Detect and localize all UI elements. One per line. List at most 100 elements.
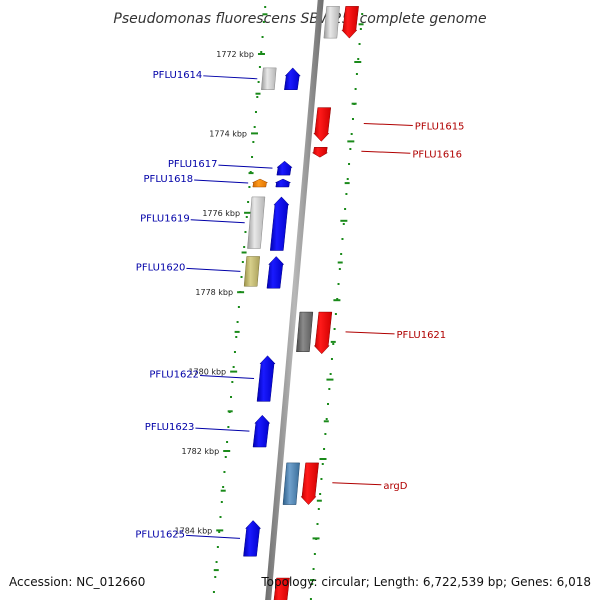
track-dot (258, 66, 261, 68)
track-dot (354, 88, 357, 90)
track-dot (342, 223, 345, 225)
track-dot (332, 343, 335, 345)
track-dot (338, 268, 341, 270)
gene-label[interactable]: PFLU1619 (140, 214, 190, 225)
track-dot (244, 231, 247, 233)
topology-text: Topology: circular; Length: 6,722,539 bp… (260, 575, 591, 589)
track-dot (215, 561, 218, 563)
gene-arrow[interactable] (341, 6, 359, 39)
track-dot (341, 238, 344, 240)
track-dot (243, 246, 246, 248)
label-leader (361, 150, 411, 154)
gene-labels: PFLU1614 PFLU1615 PFLU1616 PFLU1617 PFLU1618… (135, 70, 464, 541)
track-dot (247, 201, 250, 203)
gene-arrow[interactable] (323, 6, 340, 39)
track-dot (214, 576, 217, 578)
gene-label[interactable]: PFLU1625 (135, 529, 185, 540)
track-dot (340, 253, 343, 255)
track-dot (252, 141, 255, 143)
gene-arrow[interactable] (284, 67, 301, 90)
track-dot (316, 523, 319, 525)
track-dot (236, 321, 239, 323)
gene-label[interactable]: PFLU1623 (145, 422, 195, 433)
track-dot (345, 193, 348, 195)
track-dot (248, 186, 251, 188)
track-dot (231, 381, 234, 383)
gene-arrow[interactable] (252, 414, 271, 448)
track-dot (230, 396, 233, 398)
gene-arrow[interactable] (252, 178, 268, 188)
track-dot (358, 43, 361, 45)
label-leader (186, 534, 241, 539)
scale-label: 1780 kbp (188, 368, 226, 377)
track-dot (337, 283, 340, 285)
track-dot (224, 456, 227, 458)
gene-label[interactable]: argD (383, 481, 407, 492)
gene-arrow[interactable] (247, 196, 266, 249)
gene-label[interactable]: PFLU1621 (397, 330, 447, 341)
gene-arrow[interactable] (296, 311, 314, 352)
gene-label[interactable]: PFLU1616 (412, 149, 462, 160)
track-dot (219, 516, 222, 518)
right-track-guide (309, 13, 364, 600)
track-dot (346, 178, 349, 180)
gene-arrow[interactable] (269, 196, 290, 251)
gene-arrow[interactable] (275, 178, 291, 188)
gene-arrow[interactable] (311, 147, 329, 158)
gene-arrow[interactable] (261, 67, 277, 90)
track-dot (361, 13, 364, 15)
scale-label: 1784 kbp (175, 526, 213, 535)
gene-arrow[interactable] (282, 462, 300, 505)
gene-arrow[interactable] (256, 355, 276, 402)
gene-label[interactable]: PFLU1615 (415, 121, 465, 132)
track-dot (319, 493, 322, 495)
map-title: Pseudomonas fluorescens SBW25, complete … (113, 11, 486, 27)
label-leader (194, 179, 249, 184)
gene-label[interactable]: PFLU1622 (149, 370, 199, 381)
gene-label[interactable]: PFLU1620 (136, 262, 186, 273)
label-leader (218, 164, 273, 169)
gene-arrow[interactable] (243, 256, 261, 287)
track-dot (334, 313, 337, 315)
track-dot (351, 118, 354, 120)
label-leader (363, 122, 413, 126)
track-dot (254, 111, 257, 113)
gene-label[interactable]: PFLU1618 (144, 174, 194, 185)
track-dot (253, 126, 256, 128)
gene-label[interactable]: PFLU1617 (168, 159, 218, 170)
track-dot (357, 58, 360, 60)
gene-arrow[interactable] (276, 160, 293, 176)
scale-label: 1774 kbp (209, 129, 247, 138)
gene-label[interactable]: PFLU1614 (153, 70, 203, 81)
track-dot (312, 568, 315, 570)
track-dot (323, 448, 326, 450)
label-leader (332, 482, 382, 486)
track-dot (235, 336, 238, 338)
track-dot (348, 163, 351, 165)
track-dot (251, 156, 254, 158)
track-dot (212, 591, 215, 593)
genome-backbone (265, 0, 324, 600)
scale-label: 1778 kbp (195, 288, 233, 297)
label-leader (203, 75, 258, 80)
gene-arrow[interactable] (300, 462, 319, 505)
gene-arrows (243, 6, 359, 600)
track-dot (257, 81, 260, 83)
track-dot (264, 6, 267, 8)
gene-arrow[interactable] (313, 311, 333, 355)
gene-arrow[interactable] (273, 577, 290, 600)
track-dot (321, 463, 324, 465)
track-dot (350, 133, 353, 135)
track-dot (327, 403, 330, 405)
scale-ticks: 1772 kbp 1774 kbp 1776 kbp 1778 kbp 1780 kbp… (175, 13, 364, 582)
label-leader (200, 375, 255, 380)
gene-arrow[interactable] (313, 107, 332, 142)
gene-arrow[interactable] (266, 256, 285, 289)
gene-arrow[interactable] (243, 520, 262, 557)
track-dot (240, 276, 243, 278)
track-dot (216, 546, 219, 548)
track-dot (226, 441, 229, 443)
track-dot (249, 171, 252, 173)
